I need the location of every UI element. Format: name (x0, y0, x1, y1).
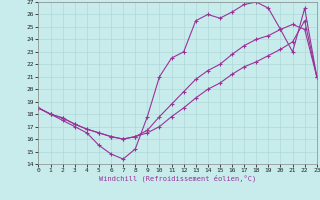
X-axis label: Windchill (Refroidissement éolien,°C): Windchill (Refroidissement éolien,°C) (99, 175, 256, 182)
